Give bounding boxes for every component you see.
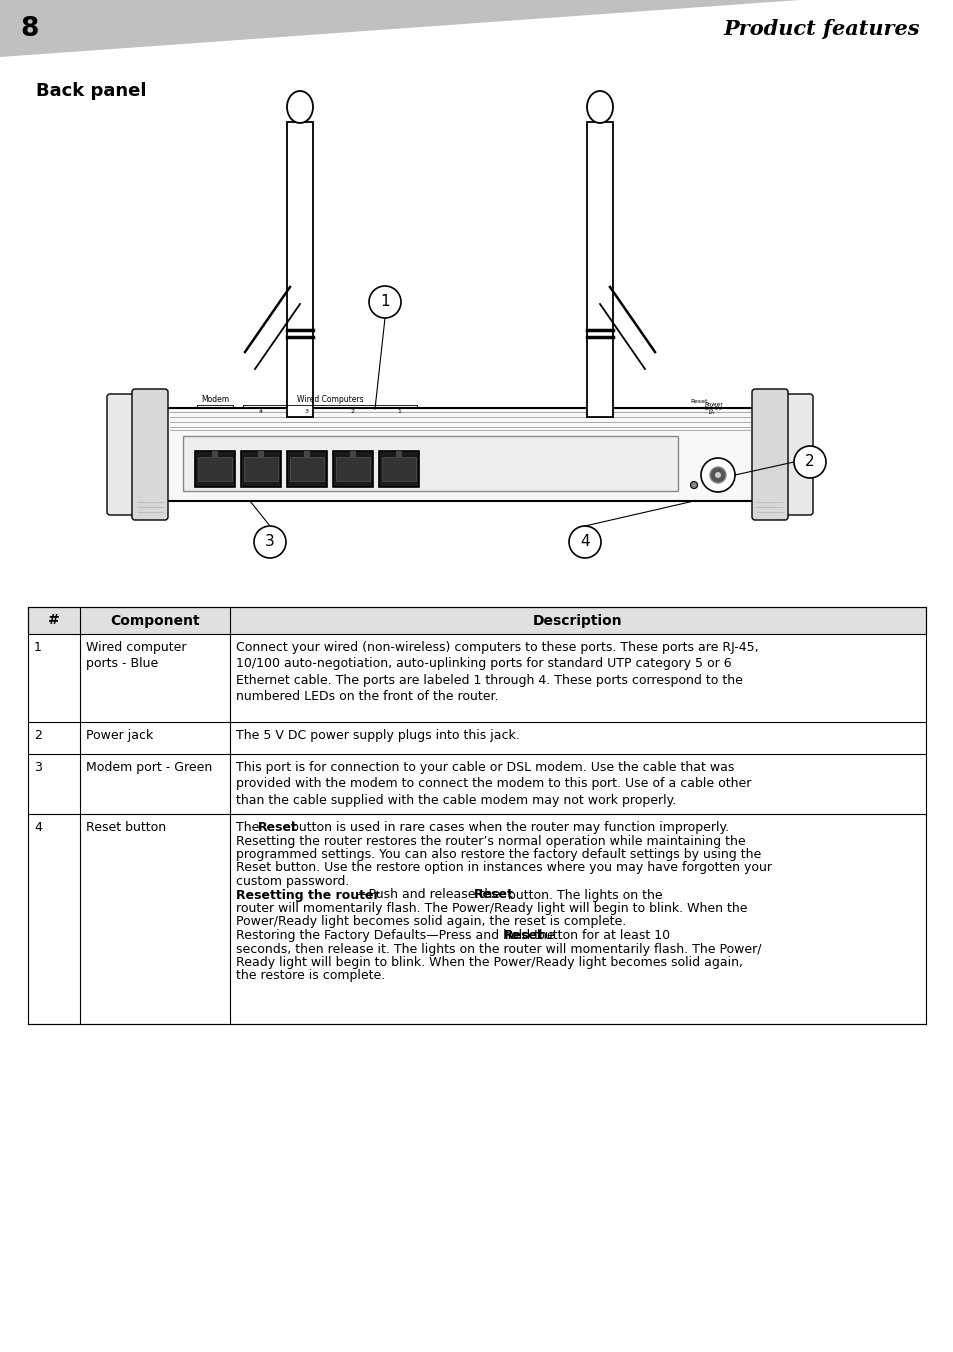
Bar — [28, 722, 925, 754]
Bar — [335, 457, 370, 481]
Text: The 5 V DC power supply plugs into this jack.: The 5 V DC power supply plugs into this … — [235, 729, 519, 742]
Bar — [241, 452, 281, 487]
Text: This port is for connection to your cable or DSL modem. Use the cable that was
p: This port is for connection to your cabl… — [235, 761, 751, 807]
Text: custom password.: custom password. — [235, 875, 349, 888]
Circle shape — [253, 526, 286, 558]
Bar — [183, 435, 678, 491]
Text: 1: 1 — [380, 295, 390, 310]
Bar — [287, 122, 313, 416]
Text: 4: 4 — [34, 821, 42, 834]
Text: 2: 2 — [804, 454, 814, 469]
Bar — [244, 457, 277, 481]
Polygon shape — [0, 0, 800, 57]
Bar — [378, 452, 418, 487]
Text: Modem: Modem — [201, 395, 229, 404]
Text: #: # — [48, 614, 60, 627]
Text: DC 5V: DC 5V — [704, 406, 721, 411]
FancyBboxPatch shape — [132, 389, 168, 521]
Circle shape — [700, 458, 734, 492]
FancyBboxPatch shape — [161, 408, 759, 502]
Text: router will momentarily flash. The Power/Ready light will begin to blink. When t: router will momentarily flash. The Power… — [235, 902, 747, 915]
Text: Modem port - Green: Modem port - Green — [86, 761, 212, 773]
Circle shape — [793, 446, 825, 479]
Circle shape — [714, 472, 720, 479]
Text: 2: 2 — [34, 729, 42, 742]
Text: Description: Description — [533, 614, 622, 627]
Circle shape — [568, 526, 600, 558]
Text: button. The lights on the: button. The lights on the — [503, 888, 661, 902]
Text: 8: 8 — [20, 16, 38, 42]
Text: Wired Computers: Wired Computers — [296, 395, 363, 404]
Bar — [28, 754, 925, 814]
Text: programmed settings. You can also restore the factory default settings by using : programmed settings. You can also restor… — [235, 848, 760, 861]
Text: Back panel: Back panel — [36, 82, 147, 100]
Text: 4: 4 — [258, 410, 263, 414]
Text: The: The — [235, 821, 263, 834]
Text: Reset: Reset — [257, 821, 297, 834]
Bar — [586, 122, 613, 416]
Text: 1: 1 — [34, 641, 42, 654]
Text: button for at least 10: button for at least 10 — [533, 929, 670, 942]
Bar — [28, 634, 925, 722]
Text: Restoring the Factory Defaults—Press and hold the: Restoring the Factory Defaults—Press and… — [235, 929, 558, 942]
Bar — [381, 457, 416, 481]
Bar — [287, 452, 327, 487]
Circle shape — [690, 481, 697, 488]
Text: Reset: Reset — [474, 888, 513, 902]
FancyBboxPatch shape — [751, 389, 787, 521]
Bar — [290, 457, 324, 481]
Text: 1: 1 — [396, 410, 400, 414]
Bar — [333, 452, 373, 487]
Circle shape — [369, 287, 400, 318]
Bar — [257, 452, 264, 457]
Bar — [212, 452, 218, 457]
Ellipse shape — [586, 91, 613, 123]
Text: 3: 3 — [34, 761, 42, 773]
Text: 2: 2 — [351, 410, 355, 414]
Text: the restore is complete.: the restore is complete. — [235, 969, 385, 983]
Text: Power jack: Power jack — [86, 729, 153, 742]
Bar — [194, 452, 234, 487]
Text: Power: Power — [703, 402, 722, 407]
Text: Wired computer
ports - Blue: Wired computer ports - Blue — [86, 641, 186, 671]
Text: 3: 3 — [305, 410, 309, 414]
Text: Reset: Reset — [689, 399, 707, 404]
Text: Reset: Reset — [503, 929, 543, 942]
Bar — [350, 452, 355, 457]
Ellipse shape — [287, 91, 313, 123]
FancyBboxPatch shape — [107, 393, 138, 515]
Text: Resetting the router: Resetting the router — [235, 888, 379, 902]
Bar — [28, 607, 925, 634]
Text: 4: 4 — [579, 534, 589, 549]
Text: 3: 3 — [265, 534, 274, 549]
Text: seconds, then release it. The lights on the router will momentarily flash. The P: seconds, then release it. The lights on … — [235, 942, 760, 956]
Circle shape — [709, 466, 725, 483]
Text: —Push and release the: —Push and release the — [355, 888, 503, 902]
Bar — [198, 457, 232, 481]
Bar — [304, 452, 310, 457]
Bar — [28, 814, 925, 1023]
Text: Ready light will begin to blink. When the Power/Ready light becomes solid again,: Ready light will begin to blink. When th… — [235, 956, 742, 969]
Text: Reset button. Use the restore option in instances where you may have forgotten y: Reset button. Use the restore option in … — [235, 861, 771, 875]
Text: Reset button: Reset button — [86, 821, 166, 834]
Text: button is used in rare cases when the router may function improperly.: button is used in rare cases when the ro… — [287, 821, 729, 834]
Text: Connect your wired (non-wireless) computers to these ports. These ports are RJ-4: Connect your wired (non-wireless) comput… — [235, 641, 758, 703]
Text: Resetting the router restores the router’s normal operation while maintaining th: Resetting the router restores the router… — [235, 834, 745, 848]
Text: 1A: 1A — [706, 410, 714, 415]
Text: Power/Ready light becomes solid again, the reset is complete.: Power/Ready light becomes solid again, t… — [235, 915, 625, 929]
Text: Product features: Product features — [722, 19, 919, 39]
Text: Component: Component — [111, 614, 199, 627]
Bar — [395, 452, 401, 457]
FancyBboxPatch shape — [781, 393, 812, 515]
